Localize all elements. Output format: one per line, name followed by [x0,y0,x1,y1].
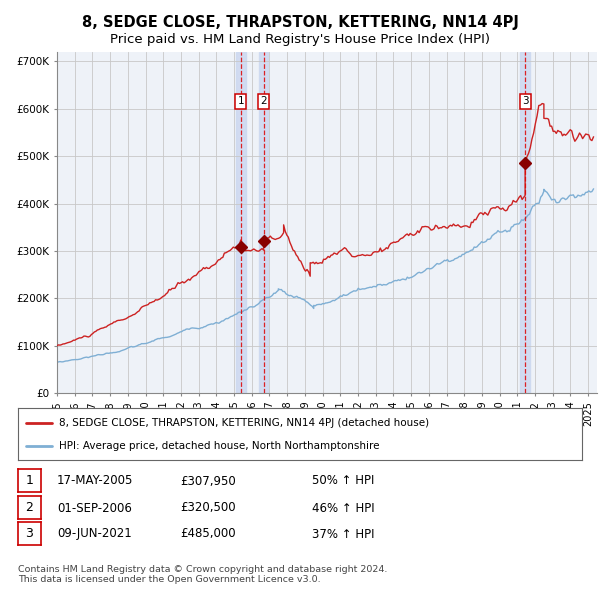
Bar [520,52,530,393]
Text: 3: 3 [522,96,529,106]
Text: 46% ↑ HPI: 46% ↑ HPI [312,502,374,514]
Text: £485,000: £485,000 [180,527,236,540]
Text: 8, SEDGE CLOSE, THRAPSTON, KETTERING, NN14 4PJ: 8, SEDGE CLOSE, THRAPSTON, KETTERING, NN… [82,15,518,30]
Text: 1: 1 [25,474,34,487]
Text: 01-SEP-2006: 01-SEP-2006 [57,502,132,514]
Bar [259,52,268,393]
Text: 3: 3 [25,527,34,540]
Text: £307,950: £307,950 [180,474,236,487]
Text: £320,500: £320,500 [180,502,236,514]
Text: Price paid vs. HM Land Registry's House Price Index (HPI): Price paid vs. HM Land Registry's House … [110,34,490,47]
Text: 09-JUN-2021: 09-JUN-2021 [57,527,132,540]
Text: HPI: Average price, detached house, North Northamptonshire: HPI: Average price, detached house, Nort… [59,441,379,451]
Text: 50% ↑ HPI: 50% ↑ HPI [312,474,374,487]
Text: Contains HM Land Registry data © Crown copyright and database right 2024.
This d: Contains HM Land Registry data © Crown c… [18,565,388,585]
Text: 37% ↑ HPI: 37% ↑ HPI [312,527,374,540]
Bar [236,52,245,393]
Text: 2: 2 [25,501,34,514]
Text: 17-MAY-2005: 17-MAY-2005 [57,474,133,487]
Text: 1: 1 [238,96,244,106]
Text: 2: 2 [260,96,267,106]
Text: 8, SEDGE CLOSE, THRAPSTON, KETTERING, NN14 4PJ (detached house): 8, SEDGE CLOSE, THRAPSTON, KETTERING, NN… [59,418,429,428]
